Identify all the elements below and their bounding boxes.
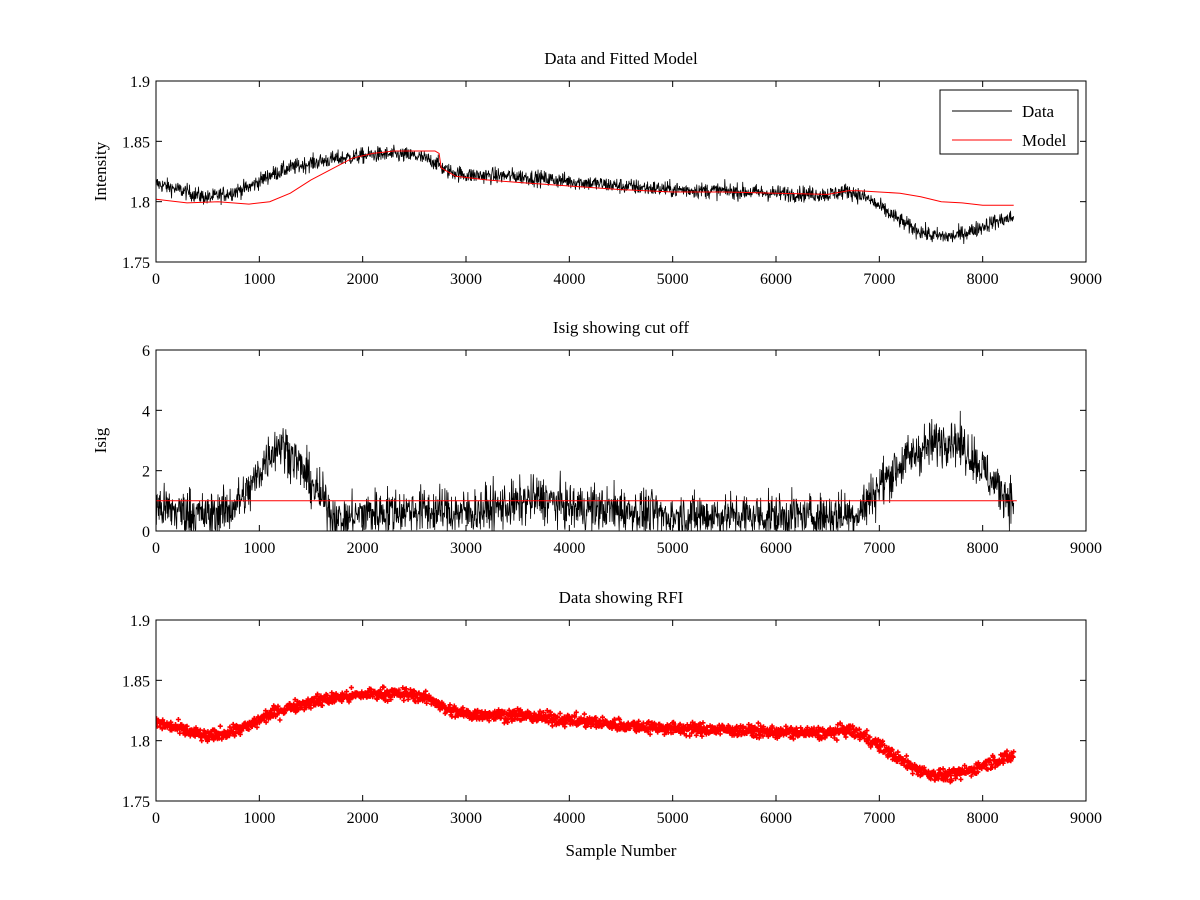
legend: Data Model <box>939 89 1079 155</box>
x-tick-label: 9000 <box>1070 810 1102 827</box>
axes-frame <box>155 619 1087 802</box>
x-tick-label: 4000 <box>553 810 585 827</box>
x-tick-label: 5000 <box>657 810 689 827</box>
x-tick-label: 3000 <box>450 271 482 288</box>
x-tick-label: 8000 <box>967 271 999 288</box>
y-tick-label: 1.9 <box>130 613 150 630</box>
y-tick-label: 0 <box>142 524 150 541</box>
y-tick-label: 1.8 <box>130 734 150 751</box>
x-tick-label: 6000 <box>760 540 792 557</box>
y-axis-title: Isig <box>91 427 110 453</box>
y-tick-label: 1.85 <box>122 673 150 690</box>
x-tick-label: 8000 <box>967 810 999 827</box>
legend-label-model: Model <box>1022 131 1067 150</box>
x-tick-label: 4000 <box>553 271 585 288</box>
x-tick-label: 2000 <box>347 271 379 288</box>
x-tick-label: 9000 <box>1070 271 1102 288</box>
y-tick-label: 1.9 <box>130 74 150 91</box>
x-tick-label: 9000 <box>1070 540 1102 557</box>
x-tick-label: 5000 <box>657 271 689 288</box>
x-tick-label: 0 <box>152 810 160 827</box>
series-data-markers <box>156 684 1017 785</box>
y-tick-label: 6 <box>142 343 150 360</box>
x-tick-label: 6000 <box>760 271 792 288</box>
legend-label-data: Data <box>1022 102 1055 121</box>
subplot-data-and-fitted-model: 0 1000 2000 3000 4000 5000 6000 7000 8000 9000 1.7… <box>91 49 1102 288</box>
x-tick-label: 7000 <box>863 810 895 827</box>
subplot-data-showing-rfi: 0 1000 2000 3000 4000 5000 6000 7000 8000 9000 1.7… <box>122 588 1102 860</box>
x-tick-label: 3000 <box>450 540 482 557</box>
x-tick-label: 8000 <box>967 540 999 557</box>
x-tick-label: 2000 <box>347 810 379 827</box>
x-tick-label: 2000 <box>347 540 379 557</box>
x-tick-label: 0 <box>152 271 160 288</box>
x-tick-label: 0 <box>152 540 160 557</box>
x-tick-label: 6000 <box>760 810 792 827</box>
axes-frame <box>155 80 1087 263</box>
series-data <box>156 410 1015 531</box>
subplot-isig-showing-cut-off: 0 1000 2000 3000 4000 5000 6000 7000 8000 9000 0 2 4… <box>91 318 1102 557</box>
series-data <box>156 144 1015 244</box>
x-axis-title: Sample Number <box>566 841 677 860</box>
x-tick-label: 5000 <box>657 540 689 557</box>
plot-area <box>156 684 1017 785</box>
x-tick-label: 7000 <box>863 271 895 288</box>
y-tick-label: 2 <box>142 464 150 481</box>
y-tick-label: 1.75 <box>122 255 150 272</box>
subplot-title: Data showing RFI <box>559 588 684 607</box>
x-tick-label: 1000 <box>243 540 275 557</box>
subplot-title: Isig showing cut off <box>553 318 689 337</box>
x-tick-label: 1000 <box>243 271 275 288</box>
x-tick-label: 1000 <box>243 810 275 827</box>
series-model <box>156 150 1014 206</box>
y-tick-label: 1.8 <box>130 195 150 212</box>
legend-box <box>939 89 1079 155</box>
plot-area <box>156 144 1015 244</box>
plot-area <box>156 410 1017 531</box>
x-tick-label: 7000 <box>863 540 895 557</box>
x-tick-label: 3000 <box>450 810 482 827</box>
y-axis-title: Intensity <box>91 141 110 201</box>
subplot-title: Data and Fitted Model <box>544 49 698 68</box>
x-tick-label: 4000 <box>553 540 585 557</box>
y-tick-label: 1.75 <box>122 794 150 811</box>
y-tick-label: 4 <box>142 403 150 420</box>
y-tick-label: 1.85 <box>122 134 150 151</box>
axes-frame <box>155 349 1087 532</box>
